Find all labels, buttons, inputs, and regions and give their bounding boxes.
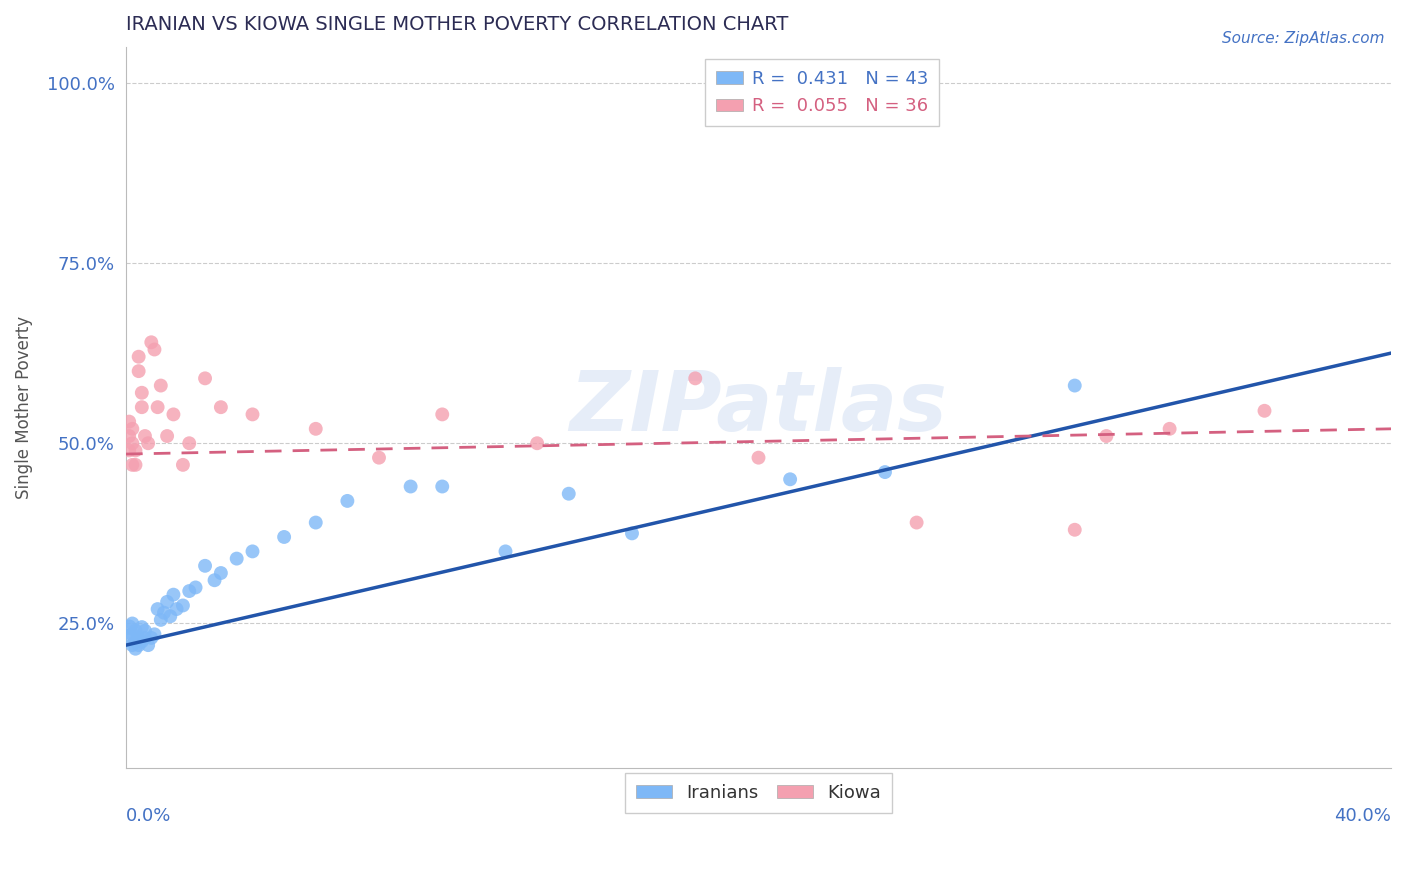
Point — [143, 343, 166, 357]
Point — [242, 544, 264, 558]
Point — [1159, 422, 1181, 436]
Point — [1095, 429, 1118, 443]
Point — [159, 609, 181, 624]
Text: 40.0%: 40.0% — [1334, 807, 1391, 825]
Point — [558, 486, 581, 500]
Point — [118, 631, 141, 645]
Point — [209, 400, 232, 414]
Point — [141, 631, 163, 645]
Point — [124, 634, 146, 648]
Point — [368, 450, 391, 465]
Point — [128, 350, 150, 364]
Point — [134, 631, 156, 645]
Legend: Iranians, Kiowa: Iranians, Kiowa — [626, 773, 891, 813]
Point — [121, 458, 143, 472]
Y-axis label: Single Mother Poverty: Single Mother Poverty — [15, 316, 32, 499]
Text: ZIPatlas: ZIPatlas — [569, 367, 948, 448]
Point — [526, 436, 548, 450]
Point — [336, 494, 359, 508]
Point — [156, 429, 179, 443]
Point — [172, 599, 194, 613]
Point — [121, 436, 143, 450]
Point — [184, 581, 207, 595]
Point — [873, 465, 896, 479]
Point — [166, 602, 188, 616]
Point — [209, 566, 232, 580]
Point — [136, 436, 159, 450]
Point — [225, 551, 247, 566]
Point — [118, 415, 141, 429]
Point — [141, 335, 163, 350]
Point — [1063, 523, 1085, 537]
Point — [242, 408, 264, 422]
Point — [128, 364, 150, 378]
Point — [134, 624, 156, 638]
Point — [121, 422, 143, 436]
Text: 0.0%: 0.0% — [127, 807, 172, 825]
Point — [683, 371, 706, 385]
Point — [128, 638, 150, 652]
Point — [432, 479, 454, 493]
Point — [194, 371, 217, 385]
Point — [118, 429, 141, 443]
Point — [179, 436, 201, 450]
Text: Source: ZipAtlas.com: Source: ZipAtlas.com — [1222, 31, 1385, 46]
Point — [1253, 404, 1275, 418]
Point — [121, 638, 143, 652]
Point — [495, 544, 517, 558]
Point — [143, 627, 166, 641]
Point — [432, 408, 454, 422]
Point — [399, 479, 422, 493]
Point — [146, 602, 169, 616]
Point — [204, 573, 226, 587]
Point — [134, 429, 156, 443]
Point — [124, 624, 146, 638]
Point — [172, 458, 194, 472]
Point — [162, 588, 184, 602]
Point — [124, 641, 146, 656]
Point — [131, 634, 153, 648]
Point — [124, 458, 146, 472]
Point — [121, 616, 143, 631]
Point — [153, 606, 176, 620]
Point — [118, 620, 141, 634]
Point — [136, 638, 159, 652]
Point — [124, 443, 146, 458]
Point — [121, 627, 143, 641]
Point — [621, 526, 644, 541]
Point — [131, 400, 153, 414]
Point — [905, 516, 928, 530]
Text: IRANIAN VS KIOWA SINGLE MOTHER POVERTY CORRELATION CHART: IRANIAN VS KIOWA SINGLE MOTHER POVERTY C… — [127, 15, 789, 34]
Point — [273, 530, 295, 544]
Point — [179, 584, 201, 599]
Point — [118, 443, 141, 458]
Point — [131, 620, 153, 634]
Point — [747, 450, 769, 465]
Point — [305, 516, 328, 530]
Point — [1063, 378, 1085, 392]
Point — [305, 422, 328, 436]
Point — [149, 613, 172, 627]
Point — [146, 400, 169, 414]
Point — [194, 558, 217, 573]
Point — [162, 408, 184, 422]
Point — [779, 472, 801, 486]
Point — [128, 631, 150, 645]
Point — [156, 595, 179, 609]
Point — [149, 378, 172, 392]
Point — [131, 385, 153, 400]
